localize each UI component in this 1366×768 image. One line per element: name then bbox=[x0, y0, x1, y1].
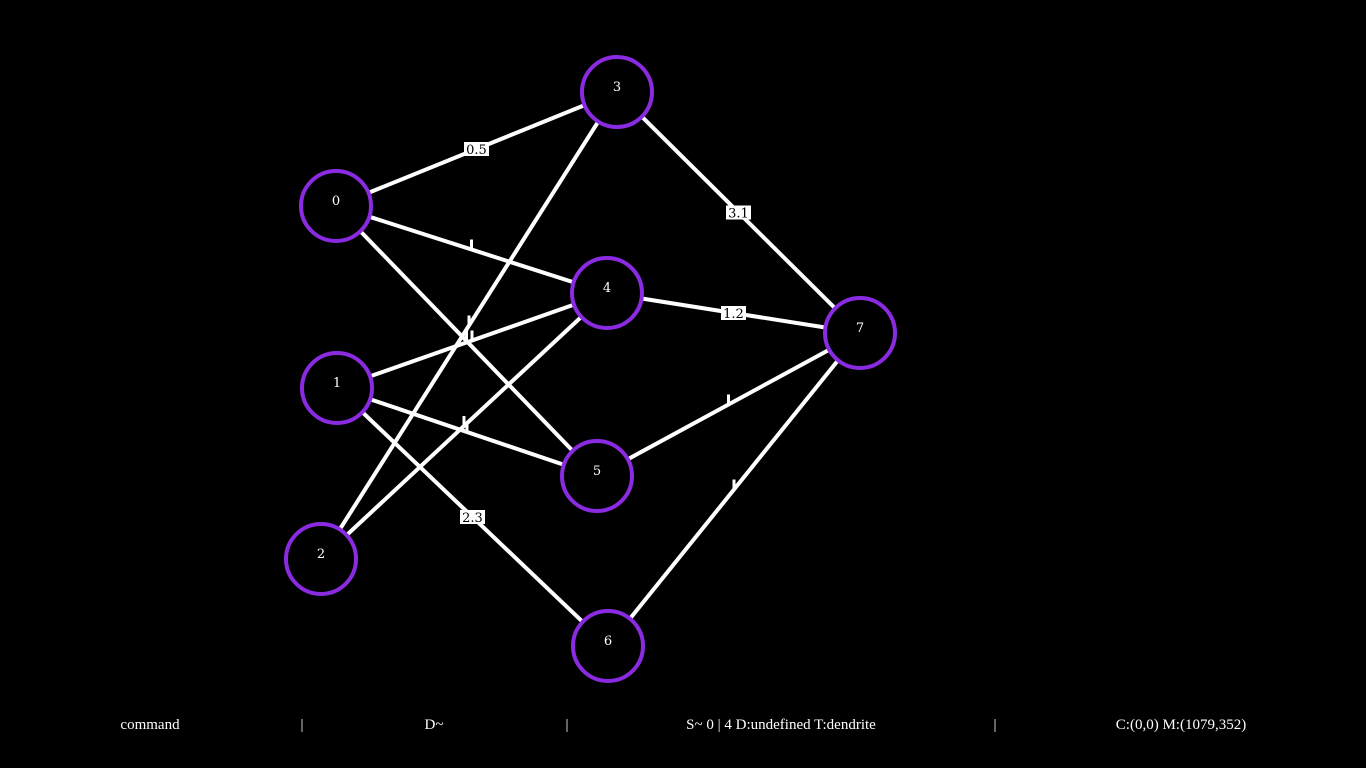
node-circle[interactable] bbox=[300, 351, 374, 425]
svg-text:1.2: 1.2 bbox=[723, 307, 744, 322]
selection-info: S~ 0 | 4 D:undefined T:dendrite bbox=[686, 717, 876, 733]
node-label: 0 bbox=[332, 194, 340, 209]
node-label: 5 bbox=[593, 464, 601, 479]
edge-weight-label-0-3: 0.5 bbox=[464, 142, 489, 158]
node-circle[interactable] bbox=[570, 256, 644, 330]
node-1[interactable]: 1 bbox=[300, 351, 374, 425]
nodes-layer: 0 1 2 3 4 5 6 7 bbox=[284, 55, 897, 683]
edge-weight-label-4-7: 1.2 bbox=[721, 306, 746, 322]
svg-text:0.5: 0.5 bbox=[466, 143, 487, 158]
node-label: 6 bbox=[604, 634, 612, 649]
status-separator: | bbox=[300, 717, 304, 733]
node-5[interactable]: 5 bbox=[560, 439, 634, 513]
draw-state-indicator: D~ bbox=[424, 717, 444, 733]
node-0[interactable]: 0 bbox=[299, 169, 373, 243]
edges-layer bbox=[319, 90, 862, 648]
node-4[interactable]: 4 bbox=[570, 256, 644, 330]
status-bar: command | D~ | S~ 0 | 4 D:undefined T:de… bbox=[0, 712, 1366, 740]
node-circle[interactable] bbox=[823, 296, 897, 370]
mode-indicator: command bbox=[120, 717, 180, 733]
node-circle[interactable] bbox=[299, 169, 373, 243]
svg-text:2.3: 2.3 bbox=[462, 511, 483, 526]
status-separator: | bbox=[993, 717, 997, 733]
node-label: 4 bbox=[603, 281, 611, 296]
node-circle[interactable] bbox=[571, 609, 645, 683]
node-6[interactable]: 6 bbox=[571, 609, 645, 683]
edge-weight-label-3-7: 3.1 bbox=[726, 205, 751, 222]
node-3[interactable]: 3 bbox=[580, 55, 654, 129]
node-label: 3 bbox=[613, 80, 621, 95]
status-separator: | bbox=[565, 717, 569, 733]
node-circle[interactable] bbox=[560, 439, 634, 513]
node-circle[interactable] bbox=[284, 522, 358, 596]
coordinates-readout: C:(0,0) M:(1079,352) bbox=[1115, 717, 1247, 733]
svg-text:3.1: 3.1 bbox=[728, 207, 749, 222]
edge-weight-label-1-6: 2.3 bbox=[460, 510, 485, 526]
node-label: 2 bbox=[317, 547, 325, 562]
edge-labels-layer: 0.5 2.3 3.1 1.2 bbox=[460, 142, 751, 526]
node-7[interactable]: 7 bbox=[823, 296, 897, 370]
node-circle[interactable] bbox=[580, 55, 654, 129]
node-2[interactable]: 2 bbox=[284, 522, 358, 596]
node-label: 1 bbox=[333, 376, 341, 391]
node-label: 7 bbox=[856, 321, 864, 336]
